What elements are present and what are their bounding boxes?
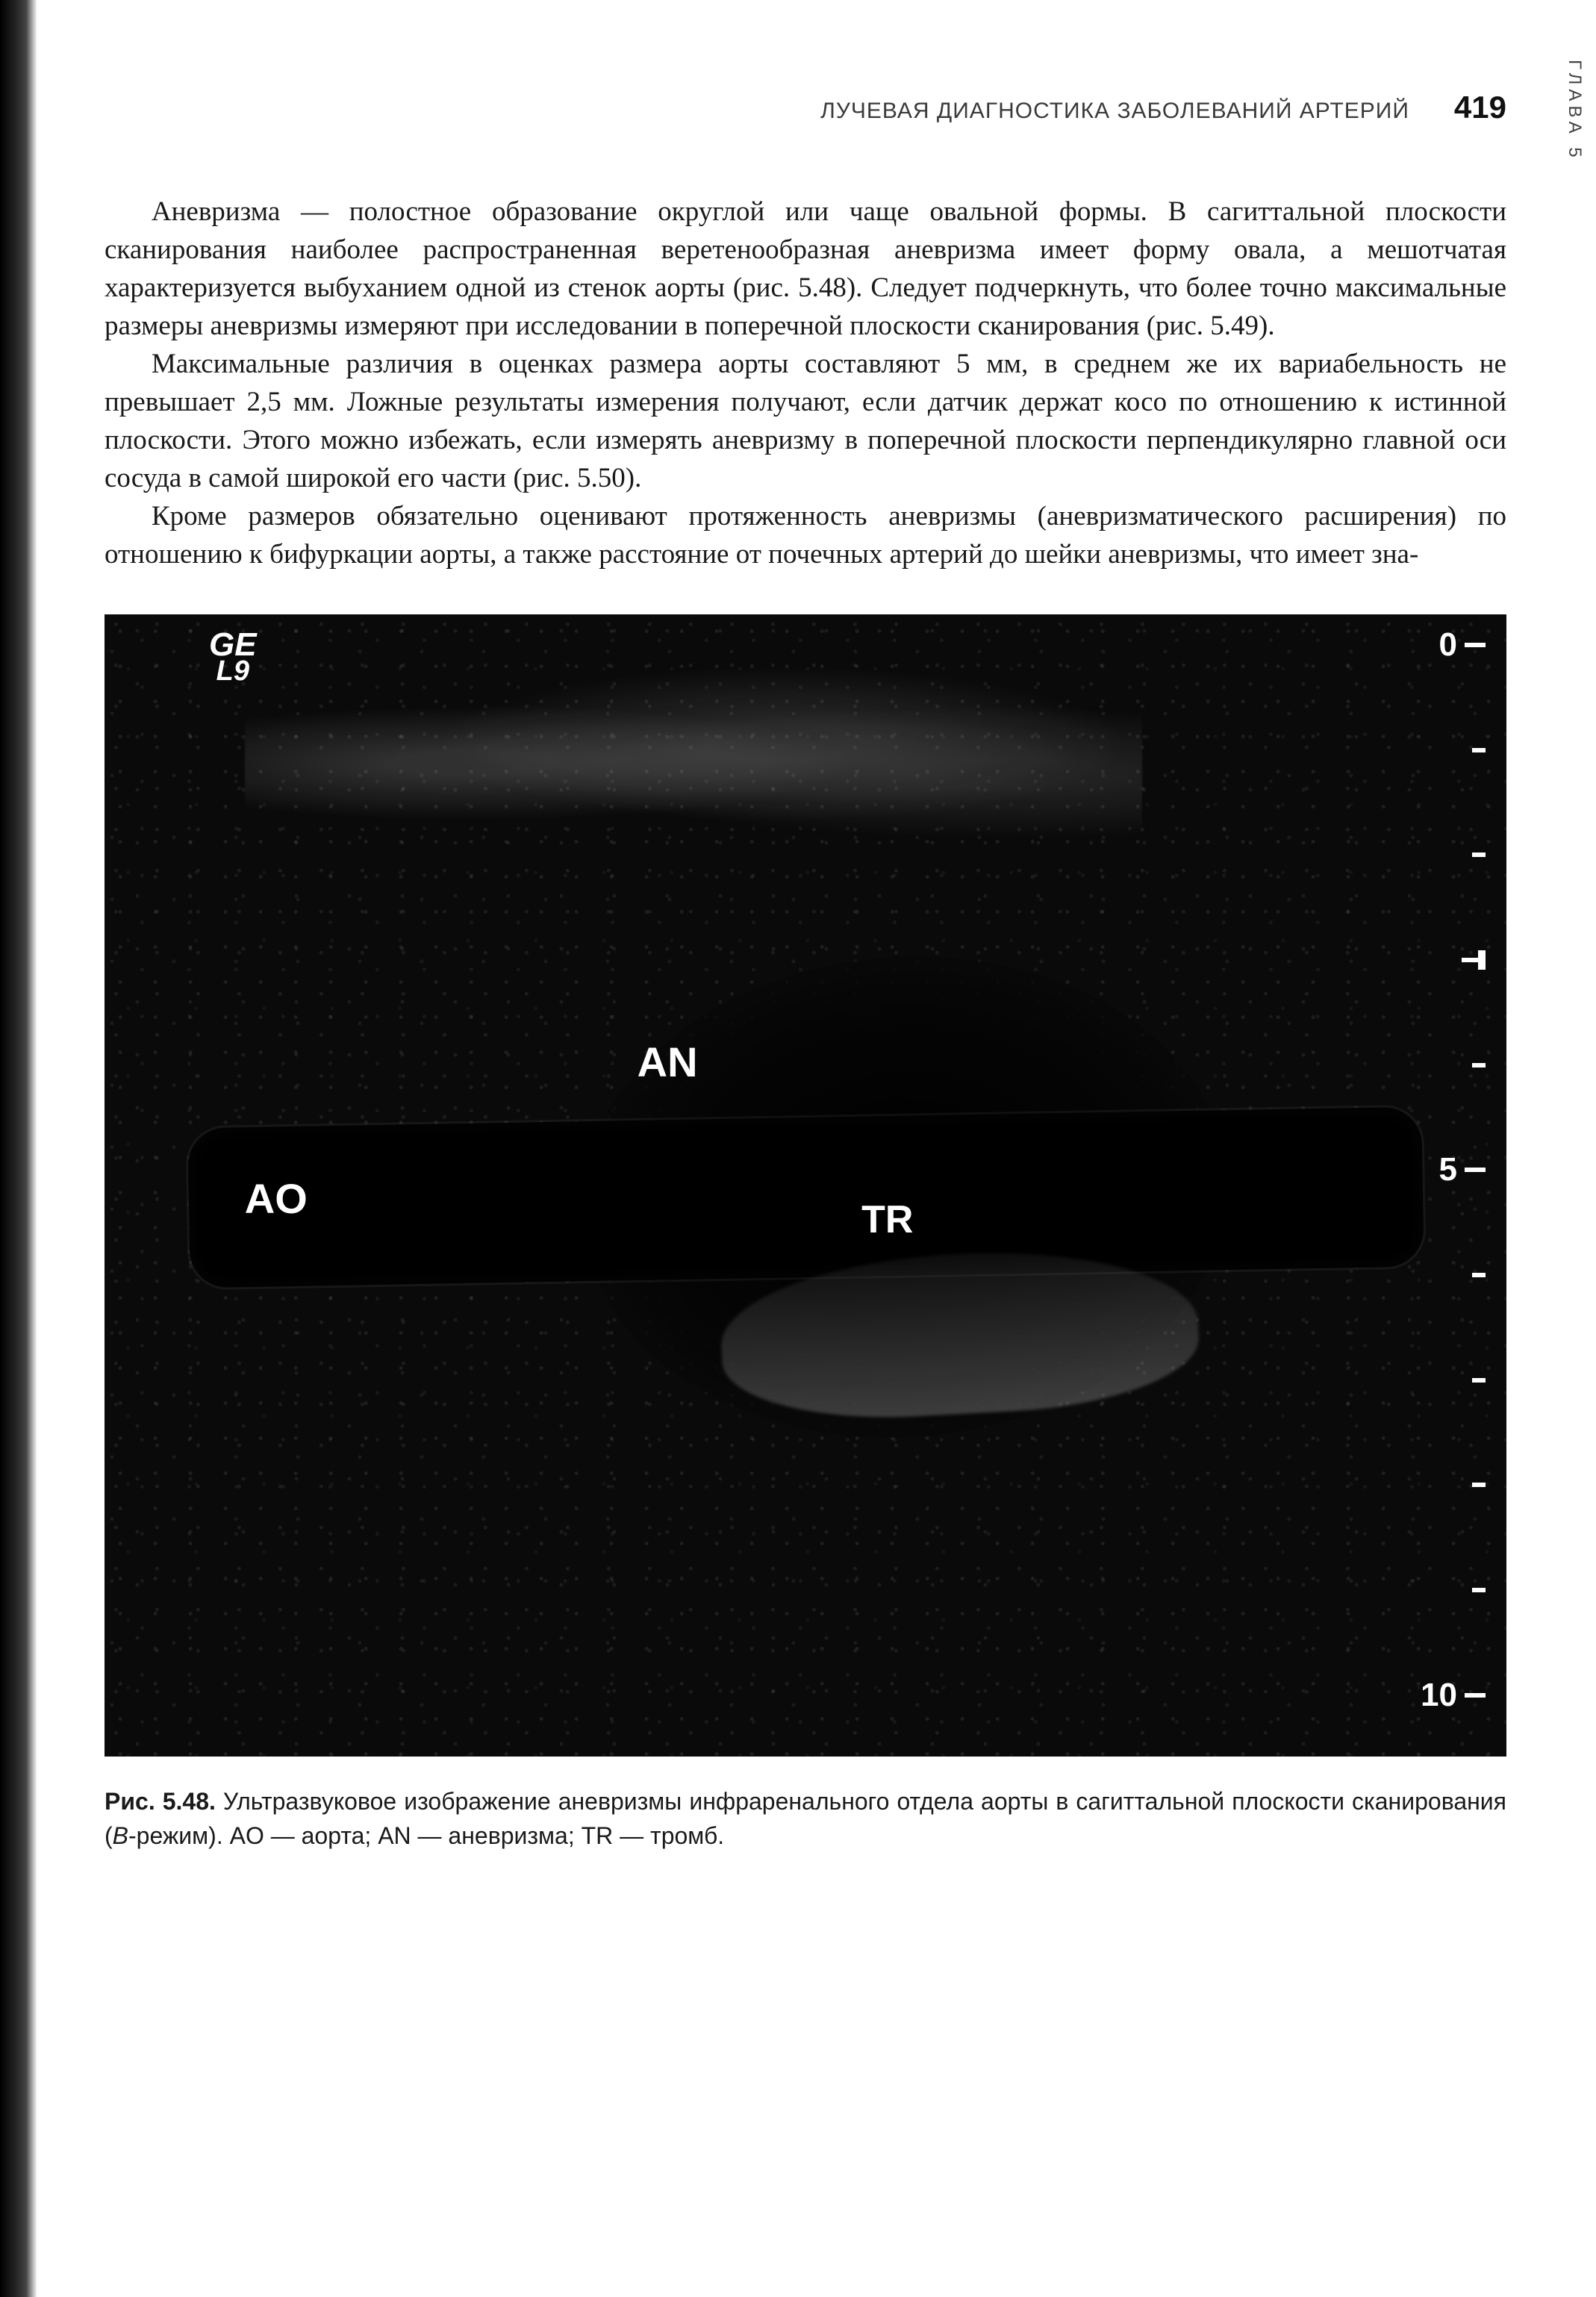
scale-mark: [1403, 959, 1486, 960]
overlay-label-an: AN: [638, 1038, 698, 1086]
scale-mark: 0: [1403, 644, 1486, 645]
scale-number: 0: [1439, 626, 1457, 664]
scale-number: 5: [1439, 1151, 1457, 1188]
overlay-label-ao: AO: [245, 1174, 308, 1223]
figure-caption: Рис. 5.48. Ультразвуковое изображение ан…: [105, 1785, 1506, 1853]
caption-text-tail: -режим). AO — аорта; AN — аневризма; TR …: [128, 1822, 724, 1849]
page-container: ГЛАВА 5 ЛУЧЕВАЯ ДИАГНОСТИКА ЗАБОЛЕВАНИЙ …: [0, 0, 1596, 1927]
side-chapter-tab: ГЛАВА 5: [1564, 60, 1585, 162]
figure-label: Рис. 5.48.: [105, 1788, 216, 1815]
page-number: 419: [1454, 90, 1506, 125]
paragraph: Аневризма — полостное образование округл…: [105, 193, 1506, 345]
aorta-lumen: [187, 1106, 1424, 1288]
depth-scale: 0 5 10: [1403, 644, 1486, 1695]
scale-tick: [1465, 1693, 1486, 1698]
scale-tick: [1472, 748, 1486, 752]
running-header: ЛУЧЕВАЯ ДИАГНОСТИКА ЗАБОЛЕВАНИЙ АРТЕРИЙ …: [105, 90, 1506, 125]
scale-mark: [1403, 1589, 1486, 1590]
scale-tick: [1472, 1378, 1486, 1383]
scale-mark: [1403, 1274, 1486, 1275]
figure-block: GE L9 AN AO TR 0 5: [105, 614, 1506, 1853]
scale-tick: [1472, 853, 1486, 857]
scale-number: 10: [1421, 1677, 1457, 1714]
scale-tick: [1465, 1168, 1486, 1172]
scale-tick: [1465, 643, 1486, 647]
scale-tick: [1472, 1063, 1486, 1068]
scale-mark: 5: [1403, 1170, 1486, 1171]
scale-mark: [1403, 749, 1486, 750]
scale-tick: [1472, 1588, 1486, 1592]
caption-mode-italic: B: [113, 1822, 128, 1849]
scale-tick: [1472, 1273, 1486, 1277]
ultrasound-image: GE L9 AN AO TR 0 5: [105, 614, 1506, 1757]
body-text: Аневризма — полостное образование округл…: [105, 193, 1506, 573]
paragraph: Максимальные различия в оценках размера …: [105, 345, 1506, 497]
overlay-label-tr: TR: [861, 1197, 913, 1242]
scale-tick: [1472, 1483, 1486, 1487]
paragraph: Кроме размеров обязательно оценивают про…: [105, 497, 1506, 573]
scale-tick-h: [1478, 950, 1486, 970]
device-label: GE L9: [209, 631, 257, 683]
scale-mark: [1403, 1485, 1486, 1486]
tissue-band: [245, 661, 1142, 866]
running-head-text: ЛУЧЕВАЯ ДИАГНОСТИКА ЗАБОЛЕВАНИЙ АРТЕРИЙ: [820, 99, 1409, 124]
